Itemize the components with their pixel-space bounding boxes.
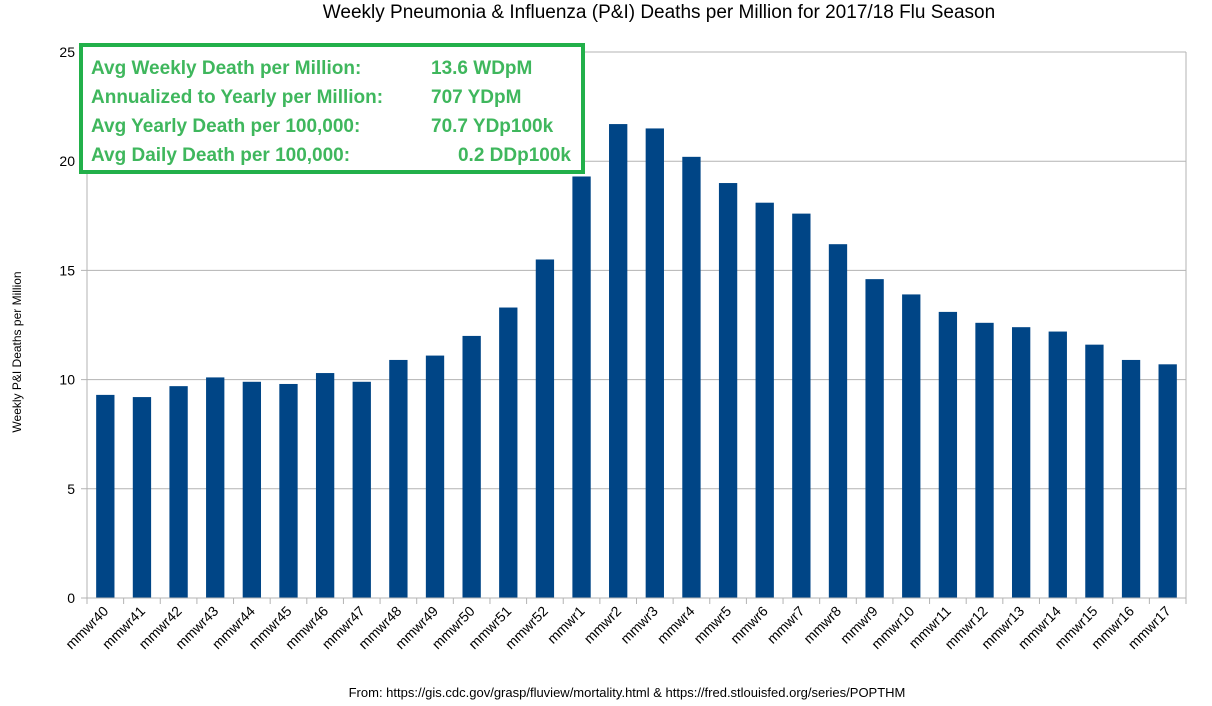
- y-tick-label: 15: [59, 262, 75, 278]
- bar-mmwr50: [462, 335, 481, 598]
- stat-value-daily-100k: 0.2 DDp100k: [458, 145, 571, 166]
- y-tick-label: 5: [67, 481, 75, 497]
- y-tick-label: 0: [67, 590, 75, 606]
- bar-mmwr3: [645, 128, 664, 598]
- bar-mmwr47: [352, 381, 371, 598]
- stat-label-weekly: Avg Weekly Death per Million:: [91, 58, 361, 79]
- bar-mmwr12: [975, 322, 994, 598]
- x-tick-label: mmwr3: [617, 603, 661, 647]
- bar-mmwr17: [1158, 364, 1177, 598]
- stat-value-yearly-million: 707 YDpM: [431, 87, 521, 108]
- bar-mmwr15: [1085, 344, 1104, 598]
- bar-mmwr10: [902, 294, 921, 598]
- x-tick-label: mmwr6: [727, 603, 771, 647]
- x-tick-label: mmwr1: [544, 603, 588, 647]
- bar-mmwr14: [1048, 331, 1067, 598]
- source-note: From: https://gis.cdc.gov/grasp/fluview/…: [349, 685, 906, 700]
- stats-box-border: [79, 43, 585, 174]
- x-axis: [86, 597, 1187, 604]
- bar-mmwr6: [755, 202, 774, 599]
- bar-mmwr16: [1121, 359, 1141, 598]
- stats-box: Avg Weekly Death per Million: 13.6 WDpM …: [79, 43, 585, 174]
- bar-mmwr51: [499, 307, 518, 598]
- y-axis-label: Weekly P&I Deaths per Million: [10, 271, 24, 432]
- bar-mmwr11: [938, 311, 958, 598]
- bar-mmwr7: [792, 213, 811, 598]
- stat-value-weekly: 13.6 WDpM: [431, 58, 532, 79]
- x-tick-label: mmwr5: [690, 603, 734, 647]
- bar-mmwr2: [609, 124, 628, 599]
- bar-mmwr40: [96, 394, 115, 598]
- stat-label-yearly-million: Annualized to Yearly per Million:: [91, 87, 383, 108]
- bar-mmwr41: [132, 397, 152, 598]
- bar-mmwr8: [828, 244, 848, 598]
- bar-mmwr46: [315, 373, 335, 598]
- bar-mmwr4: [682, 156, 701, 598]
- x-tick-label: mmwr2: [581, 603, 625, 647]
- bar-mmwr49: [425, 355, 445, 598]
- stat-label-daily-100k: Avg Daily Death per 100,000:: [91, 145, 350, 166]
- stat-value-yearly-100k: 70.7 YDp100k: [431, 116, 554, 137]
- bar-mmwr48: [389, 359, 408, 598]
- chart-title: Weekly Pneumonia & Influenza (P&I) Death…: [323, 2, 995, 23]
- bar-mmwr1: [572, 176, 591, 598]
- bar-mmwr13: [1011, 327, 1031, 598]
- x-tick-label: mmwr8: [800, 603, 844, 647]
- bar-mmwr42: [169, 386, 188, 598]
- bar-mmwr5: [718, 183, 738, 599]
- x-tick-label: mmwr7: [764, 603, 808, 647]
- bar-mmwr44: [242, 381, 262, 598]
- x-tick-labels: mmwr40mmwr41mmwr42mmwr43mmwr44mmwr45mmwr…: [62, 603, 1174, 652]
- x-tick-label: mmwr4: [654, 603, 698, 647]
- bar-mmwr45: [279, 383, 298, 598]
- bar-mmwr52: [535, 259, 555, 598]
- y-tick-label: 25: [59, 44, 75, 60]
- y-tick-label: 10: [59, 372, 75, 388]
- y-tick-label: 20: [59, 153, 75, 169]
- y-tick-labels: 0 5 10 15 20 25: [59, 44, 75, 606]
- stat-label-yearly-100k: Avg Yearly Death per 100,000:: [91, 116, 360, 137]
- bars: [96, 124, 1177, 599]
- bar-mmwr9: [865, 279, 884, 598]
- bar-mmwr43: [206, 377, 225, 598]
